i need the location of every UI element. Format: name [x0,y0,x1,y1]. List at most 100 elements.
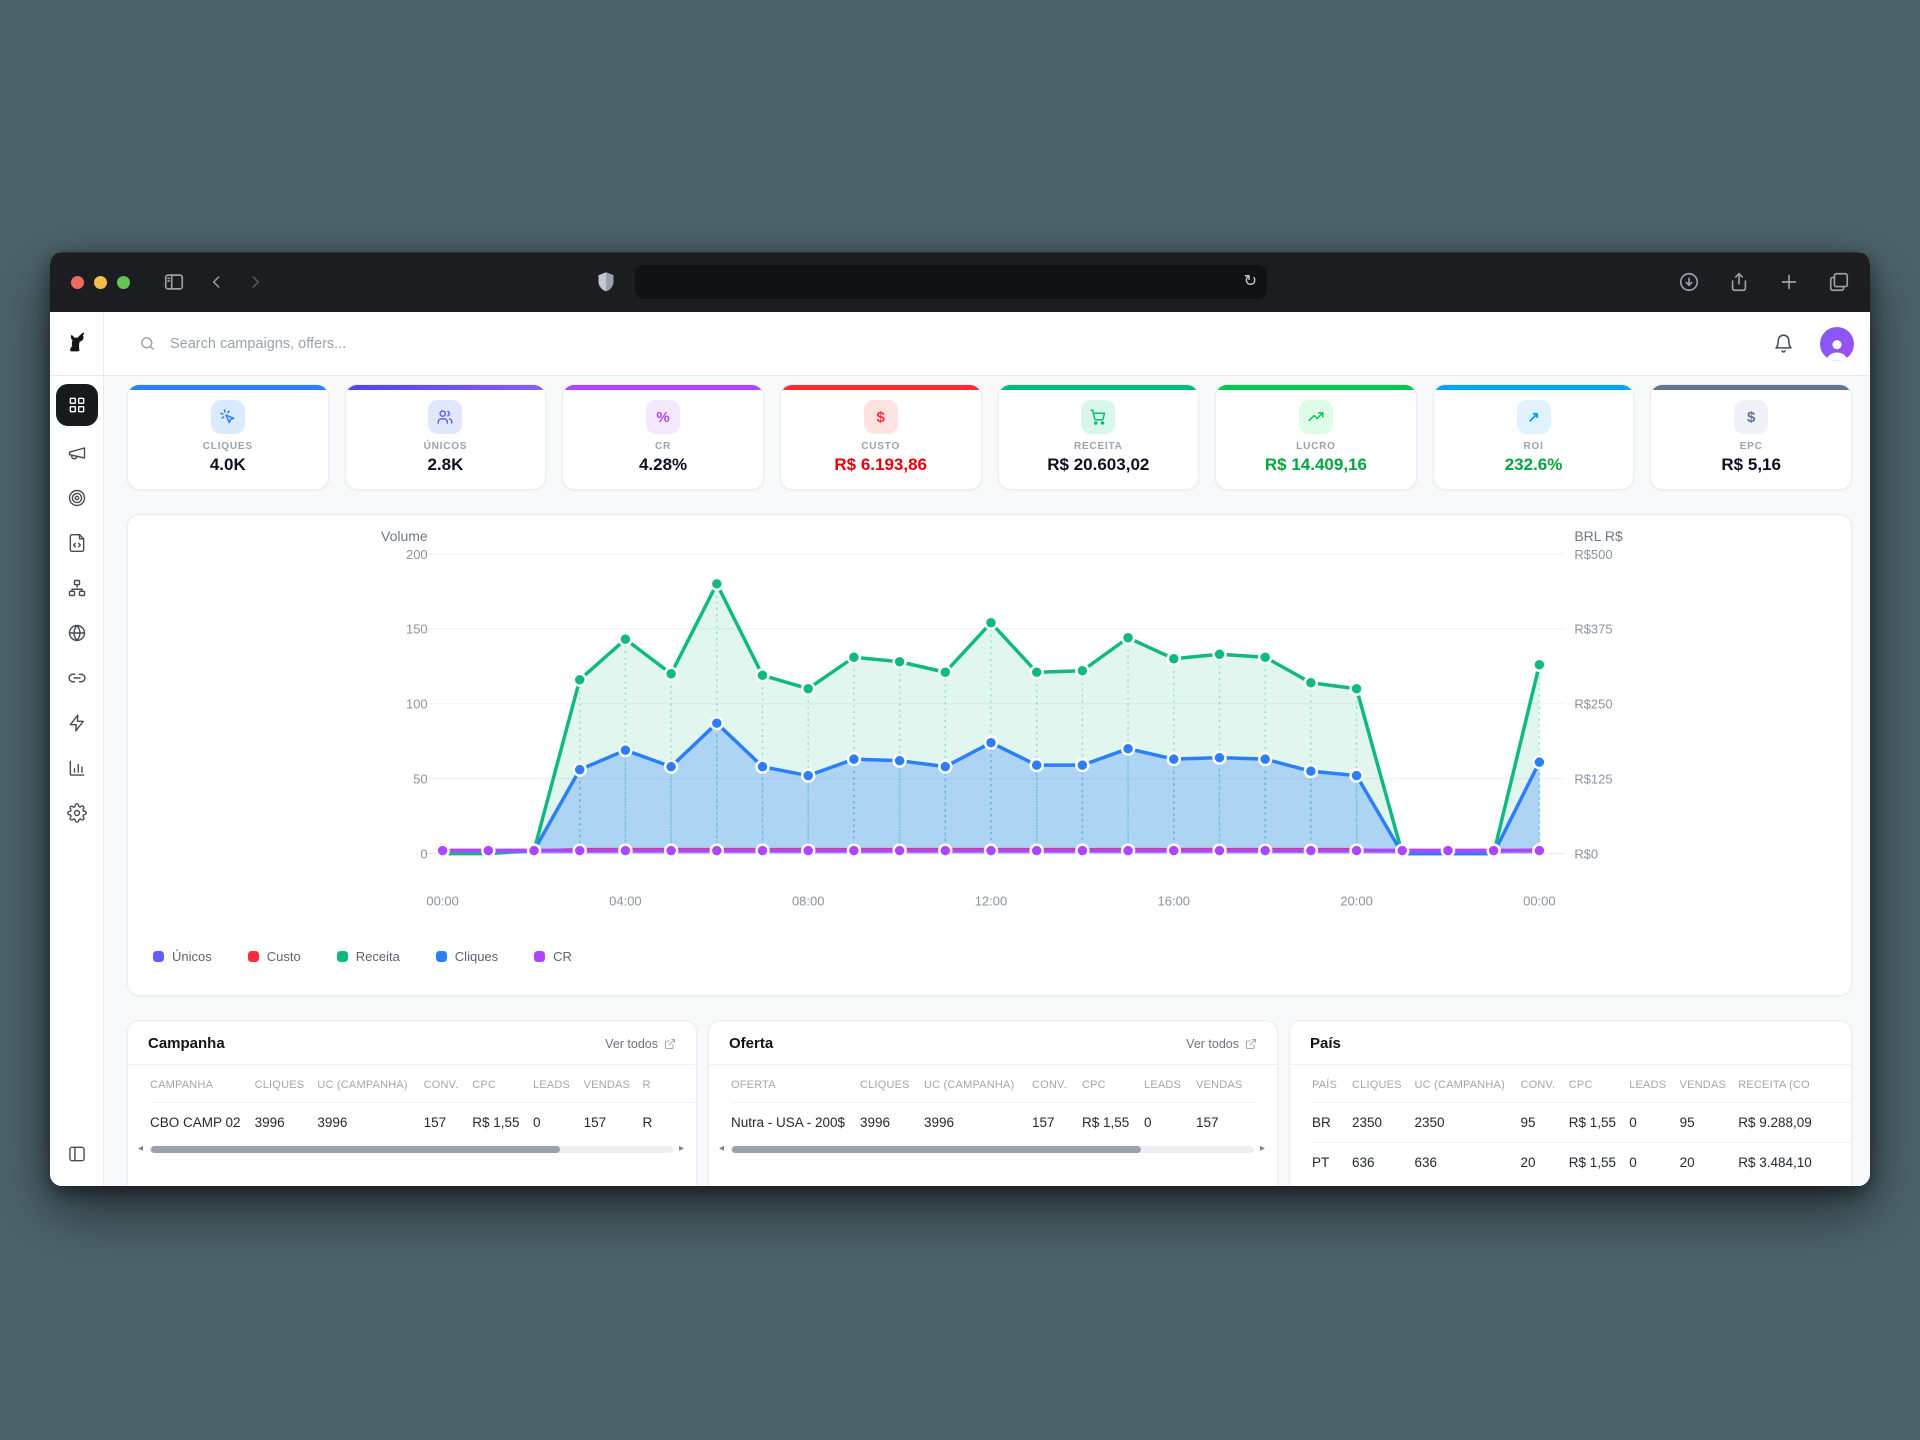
table-cell: 95 [1679,1102,1739,1143]
table-cell: CBO CAMP 02 [150,1102,255,1142]
sidebar-item-links[interactable] [59,660,95,696]
gear-icon [66,803,87,823]
scroll-right-arrow[interactable]: ▸ [678,1143,684,1154]
view-all-link[interactable]: Ver todos [1186,1037,1257,1051]
bell-icon [1775,334,1792,353]
scrollbar-thumb[interactable] [151,1145,560,1153]
sidebar-item-scripts[interactable] [59,525,95,561]
accent-bar [780,385,981,390]
dollar-icon: $ [1734,400,1769,434]
table-cell: PT [1312,1142,1353,1182]
table-row: Nutra - USA - 200$ 3996 3996 157 R$ 1,55 0 157 [731,1102,1256,1142]
svg-text:16:00: 16:00 [1158,893,1190,908]
browser-sidebar-toggle-button[interactable] [163,271,185,293]
table-row: BR 2350 2350 95 R$ 1,55 0 95 R$ 9.288,09 [1312,1102,1851,1143]
legend-item[interactable]: Receita [336,949,400,964]
legend-label: CR [553,949,572,964]
legend-item[interactable]: Custo [247,949,301,964]
svg-text:R$500: R$500 [1574,547,1612,562]
search-bar[interactable] [139,334,1773,353]
minimize-window-button[interactable] [94,275,107,289]
table-cell: R [642,1102,696,1142]
notifications-button[interactable] [1773,333,1794,354]
dashboard-icon [69,397,84,413]
reload-icon[interactable]: ↻ [1243,273,1257,290]
svg-text:100: 100 [406,697,428,712]
table-header-row: PAÍS CLIQUES UC (CAMPANHA) CONV. CPC LEADS VEN… [1312,1067,1851,1103]
dashboard-main: CLIQUES 4.0K ÚNICOS 2.8K % CR [104,376,1870,1186]
legend-swatch [534,951,546,962]
maximize-window-button[interactable] [117,275,130,289]
scrollbar-track[interactable] [730,1145,1254,1153]
svg-text:00:00: 00:00 [426,893,458,908]
plus-icon [1781,274,1797,290]
scrollbar-thumb[interactable] [732,1145,1141,1153]
app-sidebar [50,312,104,1186]
sidebar-item-settings[interactable] [59,795,95,831]
view-all-label: Ver todos [605,1036,658,1051]
table-cell: R$ 1,55 [1568,1102,1630,1143]
scrollbar-track[interactable] [149,1145,673,1153]
stat-value: R$ 6.193,86 [834,455,927,474]
new-tab-button[interactable] [1778,271,1800,293]
sidebar-item-campaigns[interactable] [59,435,95,471]
share-button[interactable] [1728,271,1750,293]
timeseries-chart-card: Volume 0 50 100 150 200 BRL R$ R$0 R$125 R$250 R$3… [127,514,1852,996]
downloads-button[interactable] [1678,271,1700,293]
back-button[interactable] [207,272,227,292]
app-logo[interactable] [50,312,103,376]
external-link-icon [665,1038,675,1049]
stat-value: R$ 5,16 [1721,455,1781,474]
horizontal-scrollbar: ◂ ▸ [138,1144,684,1154]
stats-row: CLIQUES 4.0K ÚNICOS 2.8K % CR [127,384,1852,490]
url-input[interactable] [635,274,1267,290]
sidebar-item-dashboard[interactable] [55,384,98,426]
person-icon [1826,339,1848,361]
url-bar[interactable]: ↻ [635,265,1267,299]
view-all-link[interactable]: Ver todos [605,1037,676,1051]
sidebar-collapse-button[interactable] [59,1136,95,1172]
trending-up-icon [1298,400,1333,434]
sidebar-item-domains[interactable] [59,615,95,651]
file-code-icon [69,533,84,553]
forward-button[interactable] [245,272,265,292]
table-scroll-area[interactable]: PAÍS CLIQUES UC (CAMPANHA) CONV. CPC LEADS VEN… [1290,1065,1851,1182]
column-header: RECEITA (CO [1738,1079,1810,1091]
column-header: CONV. [1520,1079,1556,1091]
percent-icon: % [646,400,681,434]
tab-overview-button[interactable] [1828,271,1850,293]
cart-icon [1081,400,1116,434]
sidebar-item-reports[interactable] [59,750,95,786]
stat-value: 4.0K [209,455,246,474]
search-input[interactable] [168,334,588,353]
scroll-left-arrow[interactable]: ◂ [138,1143,144,1154]
browser-titlebar: ↻ [50,252,1870,312]
globe-icon [68,624,85,642]
tables-row: Campanha Ver todos CAMPANHA CLIQUES UC (CA… [127,1020,1852,1186]
close-window-button[interactable] [71,275,84,289]
table-scroll-area[interactable]: CAMPANHA CLIQUES UC (CAMPANHA) CONV. CPC LEAD… [128,1065,696,1142]
privacy-shield-icon[interactable] [597,271,615,293]
bar-chart-icon [69,760,84,776]
sidebar-item-automations[interactable] [59,705,95,741]
table-cell: 636 [1414,1142,1521,1182]
legend-item[interactable]: Únicos [153,949,212,964]
offer-table-card: Oferta Ver todos OFERTA CLIQUES UC (CAMPAN… [708,1020,1278,1186]
scroll-left-arrow[interactable]: ◂ [719,1143,725,1154]
table-row: PT 636 636 20 R$ 1,55 0 20 R$ 3.484,10 [1312,1142,1851,1182]
user-avatar[interactable] [1820,326,1854,361]
megaphone-icon [68,447,85,460]
legend-item[interactable]: Cliques [435,949,498,964]
column-header: LEADS [532,1079,571,1091]
legend-swatch [247,951,259,962]
stat-value: 232.6% [1504,455,1563,474]
scroll-right-arrow[interactable]: ▸ [1259,1143,1265,1154]
column-header: VENDAS [583,1079,631,1091]
campaign-table-card: Campanha Ver todos CAMPANHA CLIQUES UC (CA… [127,1020,697,1186]
table-cell: 2350 [1414,1102,1521,1143]
legend-swatch [336,951,348,962]
sidebar-item-funnels[interactable] [59,570,95,606]
legend-item[interactable]: CR [534,949,572,964]
sidebar-item-targets[interactable] [59,480,95,516]
table-scroll-area[interactable]: OFERTA CLIQUES UC (CAMPANHA) CONV. CPC LEADS V… [709,1065,1277,1142]
